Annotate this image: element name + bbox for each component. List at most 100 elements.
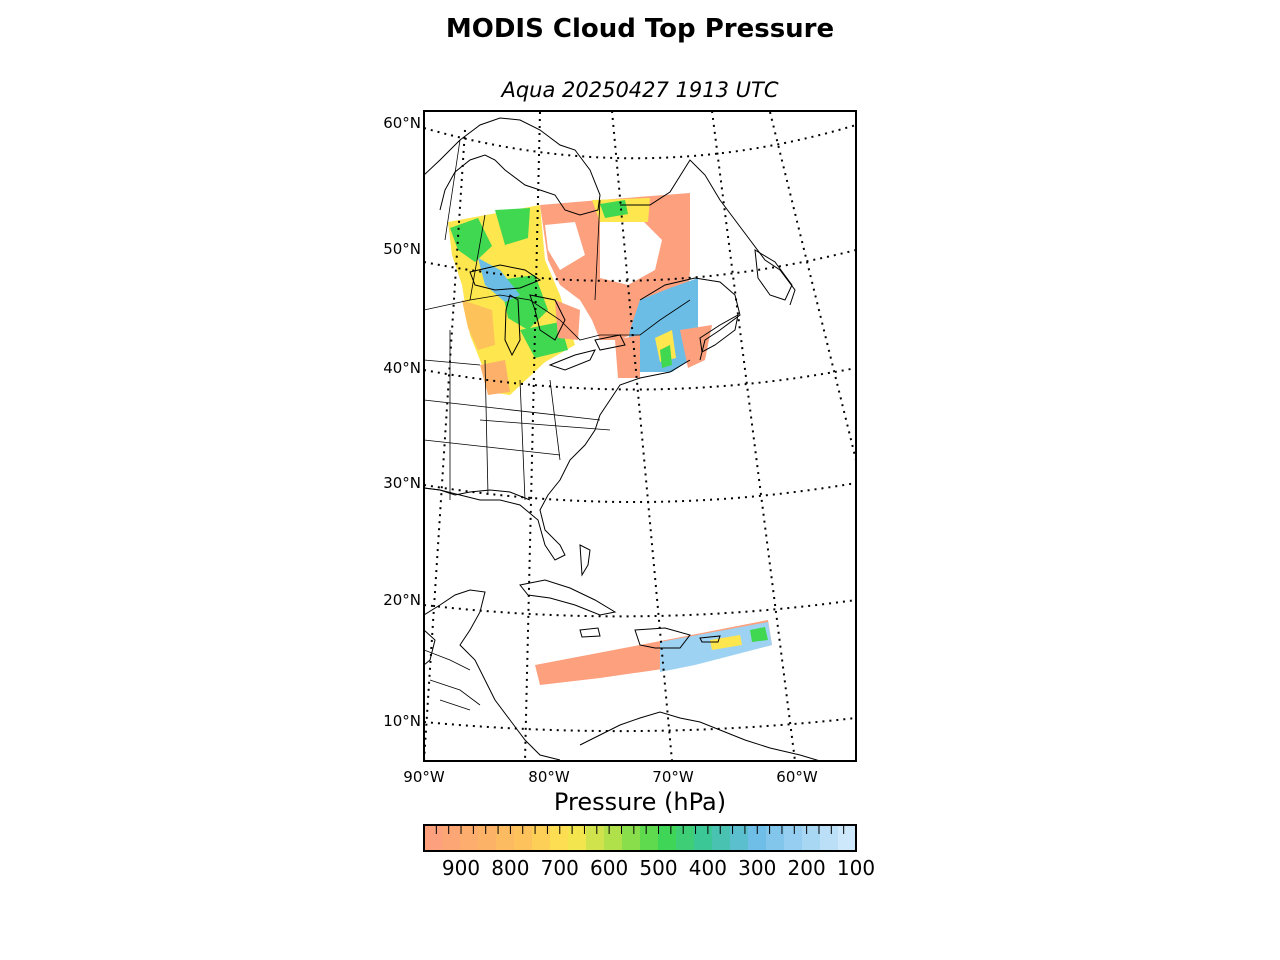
cloud-region-east-green (660, 345, 672, 368)
latitude-labels: 60°N 50°N 40°N 30°N 20°N 10°N (383, 114, 421, 730)
cloud-swath-north (448, 193, 712, 395)
colorbar-segment (694, 825, 713, 851)
colorbar-tick-label: 600 (590, 856, 628, 880)
colorbar-tick-label: 700 (541, 856, 579, 880)
colorbar-segment (478, 825, 497, 851)
cloud-region-central-clear-2 (600, 218, 662, 285)
cloud-region-east-high (625, 278, 698, 372)
map-frame (423, 110, 857, 762)
colorbar-segment (676, 825, 695, 851)
cloud-region-west-green-4 (520, 322, 568, 358)
colorbar-segment (784, 825, 803, 851)
state-line-8 (424, 359, 481, 366)
colorbar-ticks (435, 825, 845, 834)
central-america (424, 589, 561, 761)
lat-label-40n: 40°N (383, 359, 421, 377)
lat-label-20n: 20°N (383, 591, 421, 609)
political-borders (424, 139, 691, 711)
colorbar-segment (748, 825, 767, 851)
colorbar-segment (802, 825, 821, 851)
parallel-50n (424, 249, 856, 282)
cuba (519, 579, 617, 616)
colorbar-segment (442, 825, 461, 851)
meridian-90w (424, 129, 466, 761)
newfoundland (754, 249, 793, 301)
colorbar-tick-label: 900 (442, 856, 480, 880)
lake-superior (469, 264, 542, 291)
colorbar-title: Pressure (hPa) (554, 788, 726, 816)
colorbar-segment (730, 825, 749, 851)
puerto-rico (699, 635, 721, 643)
map-content (424, 111, 856, 761)
graticule (424, 111, 856, 761)
lake-ontario (594, 334, 626, 351)
cloud-region-south-yellow (710, 635, 742, 650)
lake-huron (529, 294, 566, 341)
cloud-region-west-blue (478, 258, 520, 302)
nova-scotia (699, 314, 739, 353)
colorbar-segment (550, 825, 569, 851)
parallel-40n (424, 367, 856, 391)
colorbar-segment (658, 825, 677, 851)
colorbar-tick-label: 100 (837, 856, 875, 880)
cloud-region-west-green-1 (450, 218, 492, 262)
lat-label-10n: 10°N (383, 712, 421, 730)
cloud-region-west-green-2 (495, 208, 530, 245)
lat-label-60n: 60°N (383, 114, 421, 132)
state-line-5 (424, 439, 561, 456)
meridian-60w (711, 111, 796, 761)
us-canada-border (424, 294, 691, 341)
state-line-2 (484, 359, 489, 496)
colorbar-tick-label: 400 (689, 856, 727, 880)
gulf-coast (424, 487, 531, 501)
state-line-4 (424, 399, 601, 421)
hudson-bay-coast (424, 117, 601, 216)
lake-erie (548, 349, 596, 371)
colorbar-segment (532, 825, 551, 851)
parallel-60n (424, 124, 856, 160)
lon-label-70w: 70°W (652, 768, 694, 786)
jamaica (579, 627, 601, 638)
lat-label-30n: 30°N (383, 474, 421, 492)
colorbar-tick-label: 200 (788, 856, 826, 880)
state-line-3 (519, 379, 526, 501)
colorbar-segment (820, 825, 839, 851)
longitude-labels: 90°W 80°W 70°W 60°W (403, 768, 818, 786)
cloud-region-west-orange-2 (480, 360, 510, 395)
colorbar-segment (460, 825, 479, 851)
lon-label-60w: 60°W (776, 768, 818, 786)
bahamas (579, 544, 591, 577)
yucatan (424, 629, 436, 666)
colorbar-tick-label: 300 (738, 856, 776, 880)
mexico-states (424, 649, 481, 711)
figure-title: MODIS Cloud Top Pressure (445, 14, 835, 44)
colorbar-fill (424, 825, 857, 851)
cloud-region-east-low-1 (615, 335, 640, 378)
colorbar-segment (766, 825, 785, 851)
colorbar-tick-labels: 900 800 700 600 500 400 300 200 100 (442, 856, 875, 880)
colorbar-tick-label: 800 (491, 856, 529, 880)
meridian-80w (524, 111, 541, 761)
colorbar-segment (514, 825, 533, 851)
cloud-region-south-green (750, 627, 768, 642)
colorbar-segment (712, 825, 731, 851)
colorbar-segment (838, 825, 857, 851)
colorbar-segment (586, 825, 605, 851)
figure-subtitle: Aqua 20250427 1913 UTC (501, 78, 779, 102)
lon-label-90w: 90°W (403, 768, 445, 786)
colorbar-segment (622, 825, 641, 851)
state-line-6 (479, 419, 611, 431)
colorbar-frame (423, 824, 857, 852)
colorbar-segment (604, 825, 623, 851)
colorbar-segment (424, 825, 443, 851)
colorbar-tick-label: 500 (639, 856, 677, 880)
lon-label-80w: 80°W (528, 768, 570, 786)
coastlines (424, 117, 821, 761)
colorbar-segment (568, 825, 587, 851)
cloud-region-west-orange-3 (555, 300, 580, 340)
lake-michigan (504, 294, 521, 357)
hispaniola (634, 627, 691, 649)
lat-label-50n: 50°N (383, 240, 421, 258)
labrador-coast (620, 159, 796, 306)
